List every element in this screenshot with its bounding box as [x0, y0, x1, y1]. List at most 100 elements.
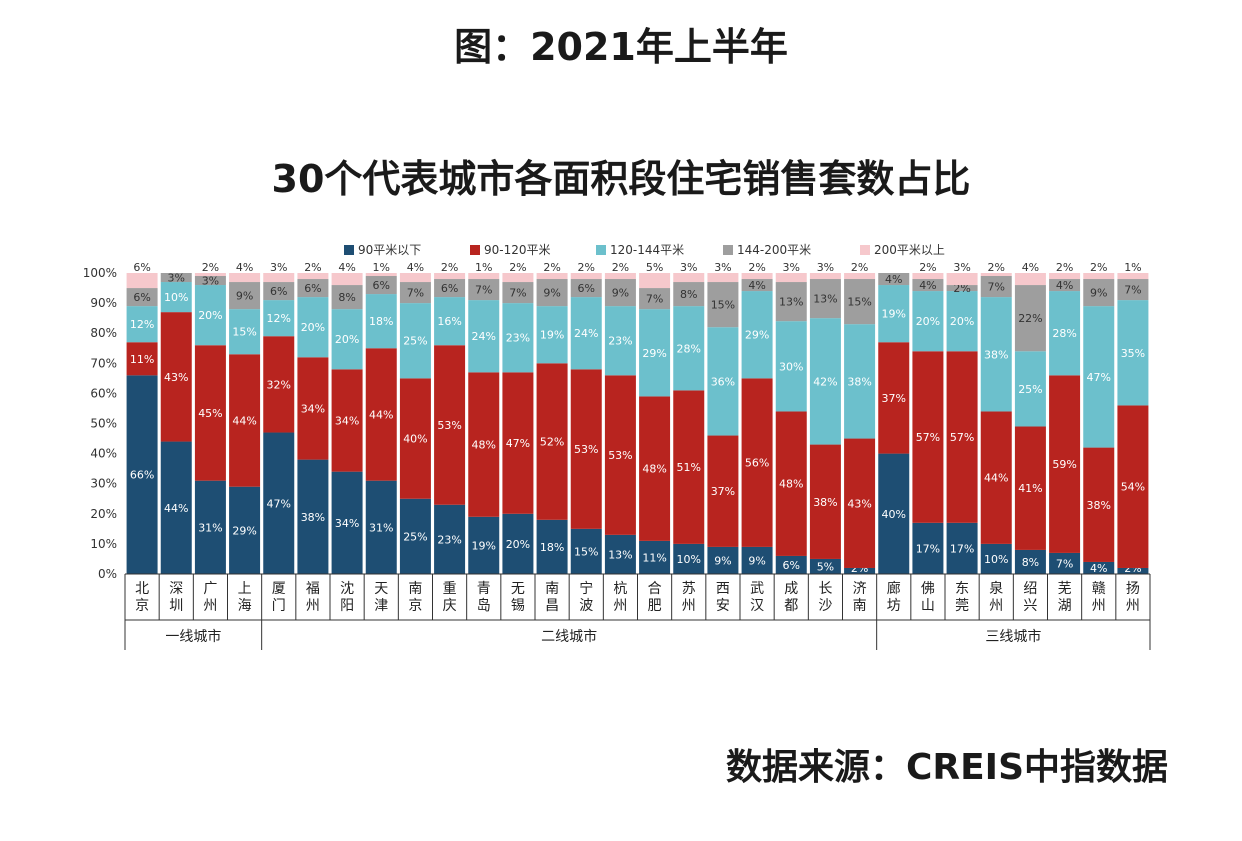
bar-value-label: 2% [988, 261, 1005, 274]
x-tick-char: 福 [306, 581, 320, 597]
bar-value-label: 29% [745, 329, 769, 342]
bar-stack: 34% 34% 20% 8% 4% [331, 261, 363, 574]
bar-value-label: 7% [475, 284, 492, 297]
bar-segment [229, 486, 261, 574]
bar-value-label: 6% [304, 282, 321, 295]
bar-value-label: 45% [198, 407, 222, 420]
legend-swatch [470, 245, 480, 255]
bar-segment [946, 273, 978, 286]
group-label: 二线城市 [541, 628, 597, 645]
bar-segment [673, 543, 705, 574]
bar-segment [878, 273, 910, 286]
bar-segment [399, 273, 431, 283]
bar-segment [604, 279, 636, 307]
bar-segment [297, 357, 329, 460]
x-tick-char: 州 [203, 598, 217, 614]
bar-segment [399, 282, 431, 304]
bar-segment [1014, 285, 1046, 352]
bar-value-label: 2% [202, 261, 219, 274]
bar-segment [946, 522, 978, 574]
bar-value-label: 44% [984, 472, 1008, 485]
bar-value-label: 2% [304, 261, 321, 274]
bar-segment [673, 306, 705, 391]
bar-segment [604, 375, 636, 535]
bar-segment [331, 285, 363, 310]
bar-value-label: 20% [506, 538, 530, 551]
x-tick-label: 青岛 [477, 581, 491, 614]
bar-value-label: 9% [236, 290, 253, 303]
bar-segment [434, 345, 466, 505]
x-tick-char: 州 [1126, 598, 1140, 614]
bar-value-label: 17% [916, 542, 940, 555]
bar-value-label: 7% [646, 293, 663, 306]
bar-segment [878, 453, 910, 574]
group-label: 一线城市 [165, 628, 221, 645]
bar-value-label: 28% [1052, 327, 1076, 340]
x-tick-label: 苏州 [682, 581, 696, 614]
bar-segment [639, 288, 671, 310]
bar-value-label: 40% [403, 433, 427, 446]
bar-segment [809, 444, 841, 559]
bar-segment [502, 303, 534, 373]
bar-segment [775, 411, 807, 556]
bar-segment [809, 318, 841, 445]
x-tick-char: 州 [989, 598, 1003, 614]
bar-segment [844, 279, 876, 325]
bar-value-label: 35% [1121, 347, 1145, 360]
x-tick-label: 深圳 [169, 581, 183, 614]
bar-segment [639, 396, 671, 541]
bar-value-label: 4% [885, 273, 902, 286]
bar-stack: 13% 53% 23% 9% 2% [604, 261, 636, 574]
bar-segment [399, 303, 431, 379]
bar-value-label: 22% [1018, 312, 1042, 325]
bar-segment [331, 471, 363, 574]
x-tick-char: 州 [306, 598, 320, 614]
x-tick-char: 岛 [477, 598, 491, 614]
bar-value-label: 10% [164, 291, 188, 304]
bar-segment [331, 309, 363, 370]
bar-value-label: 13% [608, 548, 632, 561]
bar-value-label: 8% [338, 291, 355, 304]
bar-value-label: 31% [369, 521, 393, 534]
bar-segment [741, 546, 773, 574]
bar-segment [331, 369, 363, 472]
bar-segment [502, 372, 534, 514]
bar-segment [1014, 549, 1046, 574]
bar-value-label: 38% [813, 496, 837, 509]
bar-segment [604, 306, 636, 376]
bar-segment [775, 273, 807, 283]
bar-value-label: 7% [509, 287, 526, 300]
bar-value-label: 40% [882, 508, 906, 521]
legend-label: 90-120平米 [484, 243, 551, 257]
bar-segment [365, 294, 397, 349]
bar-value-label: 3% [817, 261, 834, 274]
bar-value-label: 4% [748, 279, 765, 292]
bar-value-label: 3% [168, 272, 185, 285]
bar-value-label: 47% [1087, 371, 1111, 384]
bar-value-label: 2% [612, 261, 629, 274]
bar-segment [707, 435, 739, 547]
x-tick-char: 锡 [511, 598, 525, 614]
bar-stack: 7% 59% 28% 4% 2% [1049, 261, 1081, 574]
x-tick-char: 南 [408, 581, 422, 597]
x-tick-char: 北 [135, 581, 149, 597]
x-tick-char: 青 [477, 581, 491, 597]
x-tick-char: 南 [853, 598, 867, 614]
bar-value-label: 6% [133, 291, 150, 304]
x-tick-char: 深 [169, 581, 183, 597]
bar-value-label: 38% [984, 348, 1008, 361]
bar-value-label: 4% [407, 261, 424, 274]
bar-segment [434, 297, 466, 346]
x-tick-char: 赣 [1092, 581, 1106, 597]
bar-value-label: 25% [403, 335, 427, 348]
x-tick-char: 成 [784, 581, 798, 597]
bar-value-label: 2% [851, 261, 868, 274]
bar-segment [639, 540, 671, 574]
bar-value-label: 38% [1087, 499, 1111, 512]
bar-value-label: 19% [540, 329, 564, 342]
bar-segment [536, 279, 568, 307]
x-tick-label: 赣州 [1092, 581, 1106, 614]
bar-segment [912, 351, 944, 523]
y-tick-label: 40% [90, 447, 117, 461]
x-tick-label: 宁波 [579, 580, 593, 614]
